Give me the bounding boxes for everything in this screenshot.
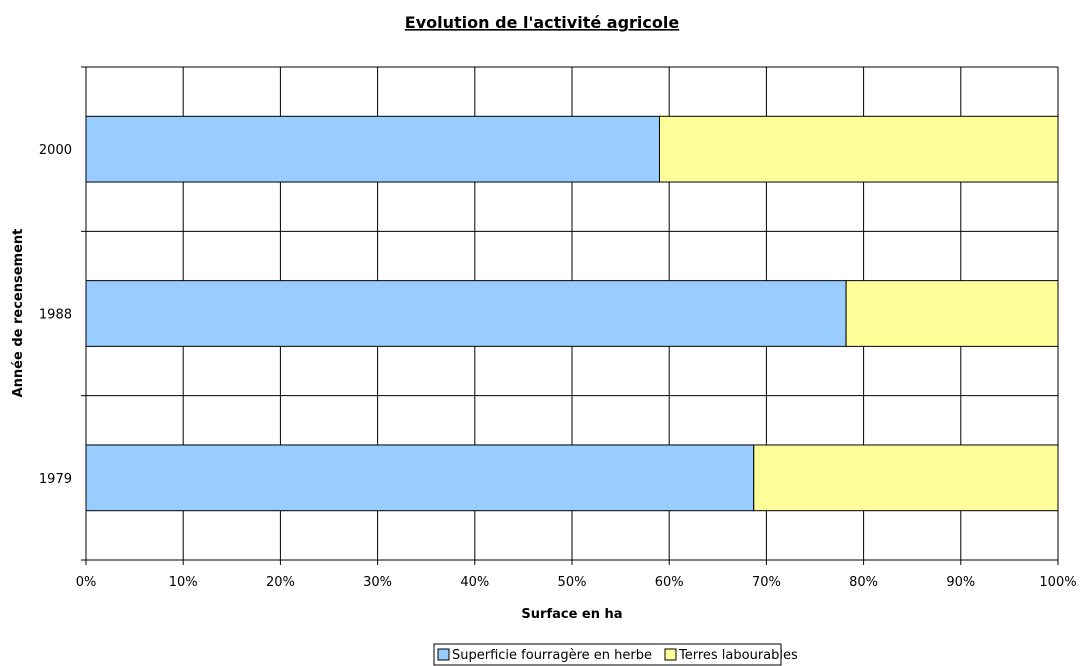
axes (81, 66, 1059, 565)
legend: Superficie fourragère en herbe Terres la… (433, 643, 798, 666)
bar-1988-series-0 (85, 280, 847, 347)
y-axis-title: Année de recensement (11, 229, 26, 398)
x-tick-label: 0% (76, 575, 97, 590)
bar-1988-series-1 (845, 280, 1059, 347)
x-tick-label: 10% (169, 575, 198, 590)
legend-label-herbe: Superficie fourragère en herbe (452, 648, 652, 663)
x-tick-label: 30% (363, 575, 392, 590)
x-tick-label: 100% (1039, 575, 1076, 590)
bars (85, 115, 1059, 512)
legend-label-labourables: Terres labourables (678, 648, 798, 663)
x-tick-label: 50% (558, 575, 587, 590)
legend-swatch-herbe (437, 648, 450, 661)
legend-frame (433, 643, 782, 666)
x-tick-label: 70% (752, 575, 781, 590)
y-tick-label: 1979 (39, 472, 72, 487)
y-tick-labels: 1979 1988 2000 (39, 143, 72, 487)
x-axis-title: Surface en ha (521, 607, 622, 622)
bar-2000-series-0 (85, 115, 660, 183)
x-tick-label: 80% (849, 575, 878, 590)
bar-2000-series-1 (658, 115, 1059, 183)
x-tick-label: 90% (946, 575, 975, 590)
x-tick-label: 40% (460, 575, 489, 590)
y-tick-label: 1988 (39, 308, 72, 323)
x-tick-labels: 0% 10% 20% 30% 40% 50% 60% 70% 80% 90% 100% (76, 575, 1077, 590)
bar-1979-series-1 (753, 444, 1059, 512)
bar-1979-series-0 (85, 444, 755, 512)
x-tick-label: 20% (266, 575, 295, 590)
legend-swatch-labourables (664, 648, 677, 661)
chart-title: Evolution de l'activité agricole (405, 13, 680, 32)
x-tick-label: 60% (655, 575, 684, 590)
y-tick-label: 2000 (39, 143, 72, 158)
